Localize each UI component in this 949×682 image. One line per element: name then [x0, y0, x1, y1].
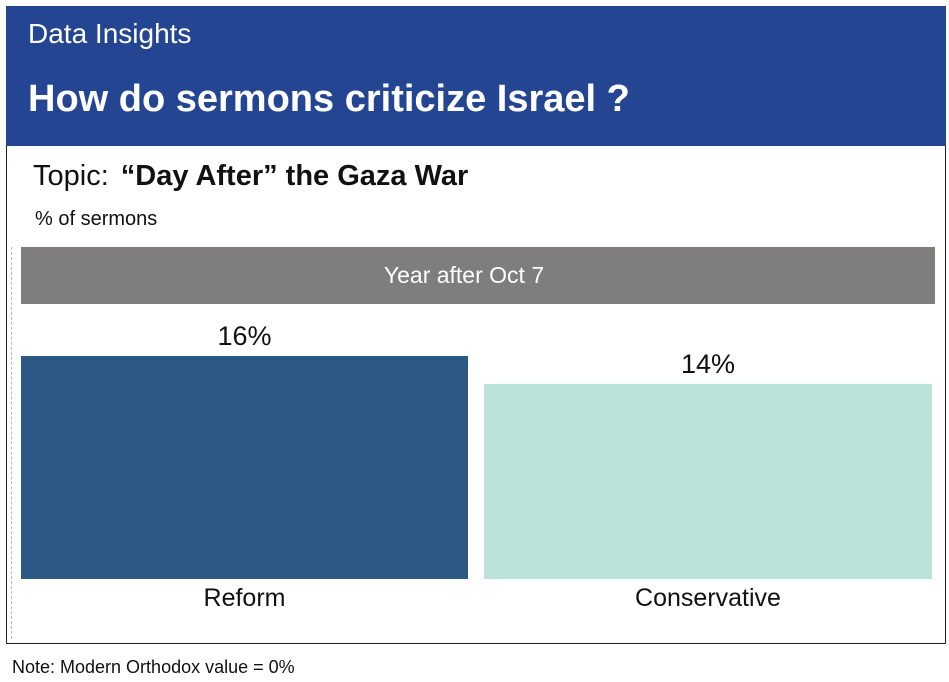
- topic-value: “Day After” the Gaza War: [120, 160, 469, 192]
- unit-label: % of sermons: [35, 208, 158, 230]
- footnote: Note: Modern Orthodox value = 0%: [12, 657, 295, 677]
- category-label-reform: Reform: [204, 584, 286, 612]
- facet-strip: [21, 247, 935, 304]
- data-label-reform: 16%: [217, 321, 271, 351]
- header-banner: Data Insights How do sermons criticize I…: [6, 6, 946, 146]
- facet-label: Year after Oct 7: [384, 262, 544, 288]
- topic-line: Topic: “Day After” the Gaza War: [33, 160, 468, 193]
- chart-title: How do sermons criticize Israel ?: [28, 78, 630, 120]
- category-label-conservative: Conservative: [635, 584, 781, 612]
- left-axis-rule: [11, 247, 12, 639]
- topic-label: Topic:: [33, 160, 109, 192]
- header-kicker: Data Insights: [28, 18, 192, 49]
- bar-conservative: [484, 383, 932, 579]
- bar-reform: [21, 356, 468, 579]
- data-label-conservative: 14%: [681, 349, 735, 379]
